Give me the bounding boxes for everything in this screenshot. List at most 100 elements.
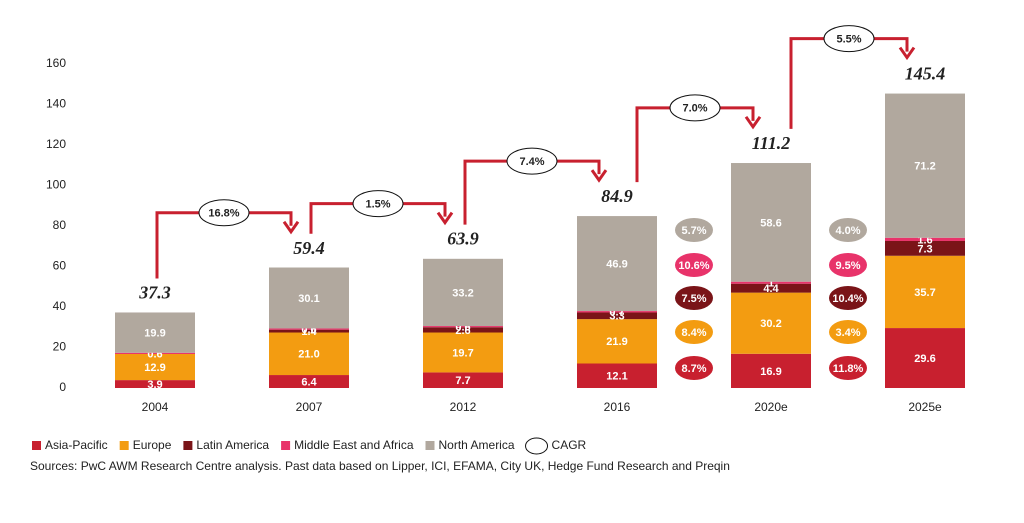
regional-cagr-bubble [829, 356, 867, 380]
segment-label: 4.4 [763, 283, 779, 295]
regional-cagr-bubble [829, 320, 867, 344]
segment-label: 7.7 [455, 375, 470, 387]
segment-label: 7.3 [917, 243, 932, 255]
legend-swatch [32, 441, 41, 450]
cagr-label: 16.8% [208, 208, 239, 220]
y-tick-label: 40 [53, 299, 67, 313]
bar-segment [115, 312, 195, 353]
regional-cagr-bubble [829, 218, 867, 242]
y-tick-label: 80 [53, 218, 67, 232]
legend-swatch [425, 441, 435, 450]
segment-label: 46.9 [606, 258, 627, 270]
legend-label: Middle East and Africa [294, 438, 414, 452]
x-tick-label: 2016 [604, 400, 631, 414]
cagr-bubble [823, 25, 875, 53]
total-label: 84.9 [601, 186, 633, 206]
regional-cagr-label: 8.7% [681, 363, 706, 375]
segment-label: 33.2 [452, 287, 473, 299]
segment-label: 30.2 [760, 318, 781, 330]
y-tick-label: 20 [53, 340, 67, 354]
regional-cagr-label: 10.4% [832, 293, 863, 305]
segment-label: 3.9 [147, 379, 162, 391]
cagr-bubble [198, 199, 250, 227]
bar-segment [269, 267, 349, 329]
total-label: 111.2 [752, 133, 791, 153]
segment-label: 2.6 [455, 325, 470, 337]
segment-label: 19.7 [452, 347, 473, 359]
bar-segment [115, 352, 195, 354]
cagr-arrowhead [436, 211, 454, 226]
legend-label: Europe [133, 438, 172, 452]
cagr-arrowhead [282, 220, 300, 235]
regional-cagr-bubble [829, 286, 867, 310]
total-label: 37.3 [138, 283, 171, 303]
segment-label: 3.3 [609, 311, 624, 323]
bar-segment [577, 312, 657, 320]
bar-segment [423, 258, 503, 327]
cagr-label: 5.5% [836, 33, 861, 45]
legend-label: North America [439, 438, 515, 452]
bar-segment [885, 237, 965, 241]
regional-cagr-label: 11.8% [833, 363, 864, 375]
bar-segment [577, 319, 657, 364]
cagr-arrowhead [898, 46, 916, 61]
regional-cagr-bubble [675, 253, 713, 277]
legend-swatch [119, 441, 129, 450]
bar-segment [885, 240, 965, 256]
bar-segment [731, 353, 811, 388]
x-tick-label: 2012 [450, 400, 477, 414]
x-tick-label: 2007 [296, 400, 323, 414]
y-tick-label: 100 [46, 178, 66, 192]
regional-cagr-label: 10.6% [678, 260, 709, 272]
legend-swatch [183, 441, 193, 450]
bar-segment [115, 380, 195, 388]
segment-label: 12.1 [606, 371, 627, 383]
bar-segment [423, 327, 503, 333]
bar-segment [269, 329, 349, 333]
regional-cagr-bubble [675, 356, 713, 380]
legend-cagr-symbol [525, 437, 549, 455]
regional-cagr-bubble [829, 253, 867, 277]
legend-label: Asia-Pacific [45, 438, 108, 452]
cagr-bubble [352, 190, 404, 218]
bar-segment [115, 353, 195, 381]
regional-cagr-bubble [675, 218, 713, 242]
bar-segment [269, 328, 349, 330]
x-tick-label: 2025e [908, 400, 942, 414]
y-tick-label: 60 [53, 259, 67, 273]
regional-cagr-label: 9.5% [835, 260, 860, 272]
bar-segment [731, 292, 811, 354]
total-label: 145.4 [905, 64, 946, 84]
bar-segment [269, 332, 349, 376]
cagr-label: 1.5% [365, 199, 390, 211]
segment-label: 1 [768, 278, 774, 290]
regional-cagr-label: 8.4% [681, 327, 706, 339]
x-tick-label: 2004 [142, 400, 169, 414]
segment-label: 30.1 [298, 293, 319, 305]
bar-segment [885, 93, 965, 238]
segment-label: 19.9 [144, 328, 165, 340]
bar-segment [423, 372, 503, 388]
segment-label: 12.9 [144, 362, 165, 374]
x-tick-label: 2020e [754, 400, 788, 414]
cagr-arrowhead [590, 169, 608, 183]
total-label: 63.9 [447, 229, 479, 249]
y-tick-label: 0 [59, 380, 66, 394]
total-label: 59.4 [293, 238, 325, 258]
y-tick-label: 140 [46, 97, 66, 111]
bar-segment [885, 255, 965, 329]
cagr-label: 7.4% [519, 156, 544, 168]
segment-label: 21.9 [606, 336, 627, 348]
legend-label: CAGR [552, 438, 587, 452]
cagr-bubble [669, 94, 721, 122]
legend-swatch [281, 441, 291, 450]
bar-segment [577, 363, 657, 388]
segment-label: 29.6 [914, 353, 935, 365]
bar-segment [577, 311, 657, 313]
cagr-label: 7.0% [682, 103, 707, 115]
regional-cagr-bubble [675, 286, 713, 310]
cagr-arrowhead [744, 115, 762, 130]
segment-label: 21.0 [298, 349, 319, 361]
regional-cagr-label: 3.4% [835, 327, 860, 339]
